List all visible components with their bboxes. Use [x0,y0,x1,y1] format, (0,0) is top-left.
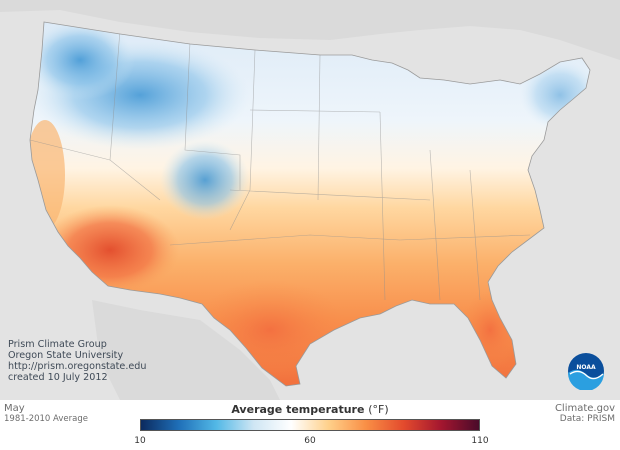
legend-tick-label: 60 [304,436,316,446]
data-credits: Prism Climate Group Oregon State Univers… [8,339,146,383]
legend-color-bar [140,419,480,431]
canada-region [0,0,620,60]
credit-line: http://prism.oregonstate.edu [8,361,147,372]
map-graphic [0,0,620,400]
source-site: Climate.gov [554,403,615,414]
mexico-region [92,300,280,400]
noaa-logo-text: NOAA [576,364,596,371]
legend-title-text: Average temperature [231,403,365,416]
legend-tick-label: 10 [134,436,146,446]
credit-line: Prism Climate Group [8,339,107,350]
credit-line: created 10 July 2012 [8,372,108,383]
source-data: Data: PRISM [559,414,615,424]
noaa-logo: NOAA [568,353,604,390]
legend-title: Average temperature (°F) [140,403,480,416]
legend-tick-label: 110 [471,436,489,446]
temperature-map [0,0,620,400]
month-label: May [4,403,25,414]
period-label: 1981-2010 Average [4,414,88,424]
credit-line: Oregon State University [8,350,124,361]
legend-unit: (°F) [368,403,389,416]
state-borders [30,29,531,301]
